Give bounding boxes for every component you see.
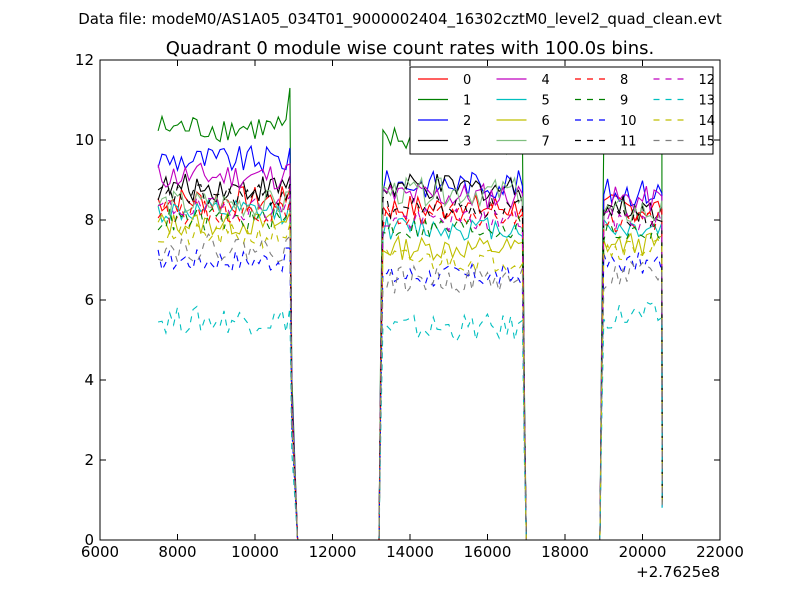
suptitle: Data file: modeM0/AS1A05_034T01_90000024…	[78, 10, 722, 29]
x-tick-label: 12000	[309, 543, 357, 561]
series-line-10	[157, 247, 663, 541]
x-tick-label: 16000	[464, 543, 512, 561]
y-tick-label: 6	[84, 291, 94, 309]
series-line-8	[157, 199, 663, 541]
x-tick-label: 20000	[619, 543, 667, 561]
legend-label-0: 0	[463, 73, 471, 88]
legend-label-10: 10	[620, 114, 637, 129]
y-tick-label: 12	[75, 51, 94, 69]
series-line-14	[158, 222, 663, 541]
x-tick-label: 14000	[386, 543, 434, 561]
y-tick-label: 4	[84, 371, 94, 389]
legend-label-13: 13	[699, 94, 716, 109]
x-offset-label: +2.7625e8	[636, 563, 720, 581]
x-tick-label: 18000	[541, 543, 589, 561]
legend-label-9: 9	[620, 94, 628, 109]
series-layer	[157, 87, 663, 541]
legend-label-5: 5	[542, 94, 550, 109]
ticks-layer: 6000 8000 10000 12000 14000 16000 18000 20000 22…	[75, 51, 744, 561]
series-line-15	[157, 233, 663, 541]
legend-label-6: 6	[542, 114, 550, 129]
legend-label-3: 3	[463, 135, 471, 150]
legend-label-4: 4	[542, 73, 550, 88]
x-tick-label: 10000	[231, 543, 279, 561]
legend-label-7: 7	[542, 135, 550, 150]
y-tick-label: 10	[75, 131, 94, 149]
x-tick-label: 8000	[158, 543, 196, 561]
legend-label-8: 8	[620, 73, 628, 88]
x-tick-label: 6000	[81, 543, 119, 561]
series-line-13	[157, 301, 663, 541]
x-tick-label: 22000	[696, 543, 744, 561]
y-tick-label: 8	[84, 211, 94, 229]
legend-label-12: 12	[699, 73, 716, 88]
legend-label-11: 11	[620, 135, 637, 150]
legend-box	[409, 66, 714, 155]
legend-label-2: 2	[463, 114, 471, 129]
legend-label-14: 14	[699, 114, 716, 129]
series-line-11	[157, 183, 663, 541]
chart-title: Quadrant 0 module wise count rates with …	[166, 38, 655, 59]
y-tick-label: 2	[84, 451, 94, 469]
legend-label-1: 1	[463, 94, 471, 109]
y-tick-label: 0	[84, 531, 94, 549]
series-line-9	[157, 206, 663, 541]
legend-label-15: 15	[699, 135, 716, 150]
